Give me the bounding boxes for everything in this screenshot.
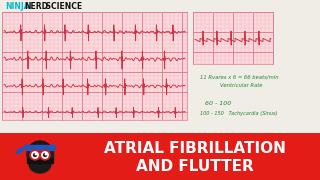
Circle shape — [35, 153, 37, 155]
Text: 100 - 150   Tachycardia (Sinus): 100 - 150 Tachycardia (Sinus) — [200, 111, 278, 116]
Text: 11 Rvares x 6 = 66 beats/min: 11 Rvares x 6 = 66 beats/min — [200, 74, 279, 79]
Circle shape — [40, 150, 50, 160]
Text: NINJA: NINJA — [5, 2, 30, 11]
Text: NERD: NERD — [24, 2, 48, 11]
Circle shape — [25, 145, 29, 150]
Circle shape — [44, 154, 46, 156]
Text: ATRIAL FIBRILLATION
AND FLUTTER: ATRIAL FIBRILLATION AND FLUTTER — [104, 141, 286, 174]
Bar — [0, 133, 320, 180]
Bar — [2, 12, 187, 120]
FancyArrow shape — [16, 146, 26, 154]
Circle shape — [42, 152, 48, 158]
Circle shape — [51, 145, 55, 150]
Circle shape — [27, 141, 53, 167]
Ellipse shape — [29, 155, 51, 173]
Bar — [27, 158, 53, 163]
Text: Ventricular Rate: Ventricular Rate — [220, 83, 262, 88]
Bar — [27, 145, 53, 150]
Circle shape — [34, 154, 36, 156]
Bar — [27, 151, 53, 158]
Bar — [193, 12, 273, 64]
Circle shape — [45, 153, 47, 155]
Circle shape — [32, 152, 38, 158]
Text: 60 - 100: 60 - 100 — [205, 101, 231, 106]
Circle shape — [30, 150, 40, 160]
Text: SCIENCE: SCIENCE — [43, 2, 82, 11]
